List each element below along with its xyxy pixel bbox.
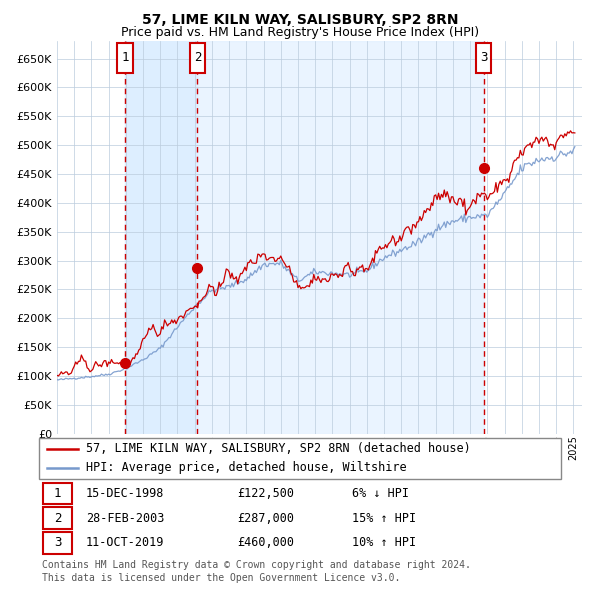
Text: This data is licensed under the Open Government Licence v3.0.: This data is licensed under the Open Gov… [42, 573, 400, 584]
FancyBboxPatch shape [190, 43, 205, 73]
Text: 57, LIME KILN WAY, SALISBURY, SP2 8RN: 57, LIME KILN WAY, SALISBURY, SP2 8RN [142, 13, 458, 27]
Text: 1: 1 [121, 51, 129, 64]
Text: 2: 2 [54, 512, 61, 525]
Text: 3: 3 [54, 536, 61, 549]
Bar [125, 41, 197, 434]
FancyBboxPatch shape [43, 507, 72, 529]
Text: 10% ↑ HPI: 10% ↑ HPI [352, 536, 416, 549]
FancyBboxPatch shape [476, 43, 491, 73]
FancyBboxPatch shape [39, 438, 561, 479]
Text: 57, LIME KILN WAY, SALISBURY, SP2 8RN (detached house): 57, LIME KILN WAY, SALISBURY, SP2 8RN (d… [86, 442, 471, 455]
Text: 28-FEB-2003: 28-FEB-2003 [86, 512, 164, 525]
Text: 11-OCT-2019: 11-OCT-2019 [86, 536, 164, 549]
Text: 15% ↑ HPI: 15% ↑ HPI [352, 512, 416, 525]
Text: 6% ↓ HPI: 6% ↓ HPI [352, 487, 409, 500]
Text: Contains HM Land Registry data © Crown copyright and database right 2024.: Contains HM Land Registry data © Crown c… [42, 560, 471, 570]
FancyBboxPatch shape [43, 483, 72, 504]
Text: £122,500: £122,500 [238, 487, 295, 500]
Text: £460,000: £460,000 [238, 536, 295, 549]
Text: HPI: Average price, detached house, Wiltshire: HPI: Average price, detached house, Wilt… [86, 461, 407, 474]
Text: 2: 2 [194, 51, 201, 64]
Text: Price paid vs. HM Land Registry's House Price Index (HPI): Price paid vs. HM Land Registry's House … [121, 26, 479, 39]
FancyBboxPatch shape [118, 43, 133, 73]
Text: £287,000: £287,000 [238, 512, 295, 525]
Bar [197, 41, 484, 434]
Text: 15-DEC-1998: 15-DEC-1998 [86, 487, 164, 500]
Text: 1: 1 [54, 487, 61, 500]
FancyBboxPatch shape [43, 532, 72, 553]
Text: 3: 3 [480, 51, 487, 64]
